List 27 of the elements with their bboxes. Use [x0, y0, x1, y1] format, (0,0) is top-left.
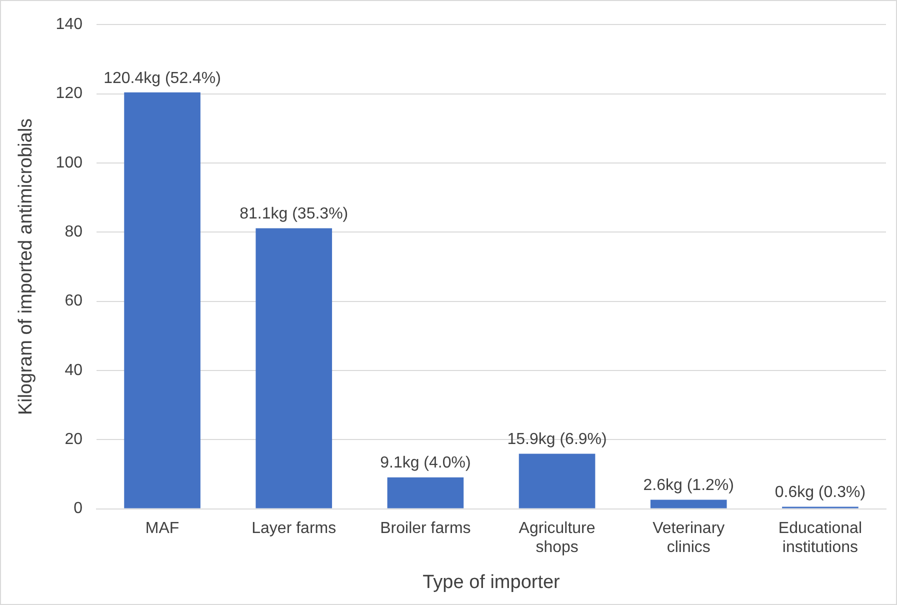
data-label: 0.6kg (0.3%): [774, 484, 866, 502]
x-tick-label: Broiler farms: [380, 520, 471, 537]
y-tick-label: 120: [56, 85, 83, 102]
x-axis-title: Type of importer: [422, 572, 561, 593]
data-label: 9.1kg (4.0%): [380, 454, 471, 472]
y-axis-title: Kilogram of imported antimicrobials: [16, 118, 37, 416]
data-label: 2.6kg (1.2%): [643, 477, 734, 494]
x-tick-label: Layer farms: [252, 520, 336, 537]
data-label: 15.9kg (6.9%): [507, 431, 607, 448]
x-tick-label: Veterinary clinics: [652, 520, 725, 556]
bar: [124, 92, 200, 508]
bar: [256, 228, 332, 508]
x-tick-label: MAF: [145, 520, 180, 537]
y-tick-label: 140: [56, 16, 83, 34]
y-tick-label: 100: [56, 154, 83, 172]
x-tick-label: Educational institutions: [778, 520, 862, 556]
y-tick-label: 0: [74, 500, 83, 518]
y-tick-label: 40: [64, 362, 83, 379]
bar: [387, 477, 464, 508]
y-tick-label: 60: [64, 292, 83, 310]
y-tick-label: 80: [64, 224, 83, 241]
x-tick-label: Agriculture shops: [518, 520, 596, 556]
data-label: 81.1kg (35.3%): [240, 206, 348, 223]
bar: [650, 500, 727, 508]
y-tick-label: 20: [64, 431, 83, 448]
data-label: 120.4kg (52.4%): [104, 70, 221, 87]
bar: [518, 454, 596, 508]
